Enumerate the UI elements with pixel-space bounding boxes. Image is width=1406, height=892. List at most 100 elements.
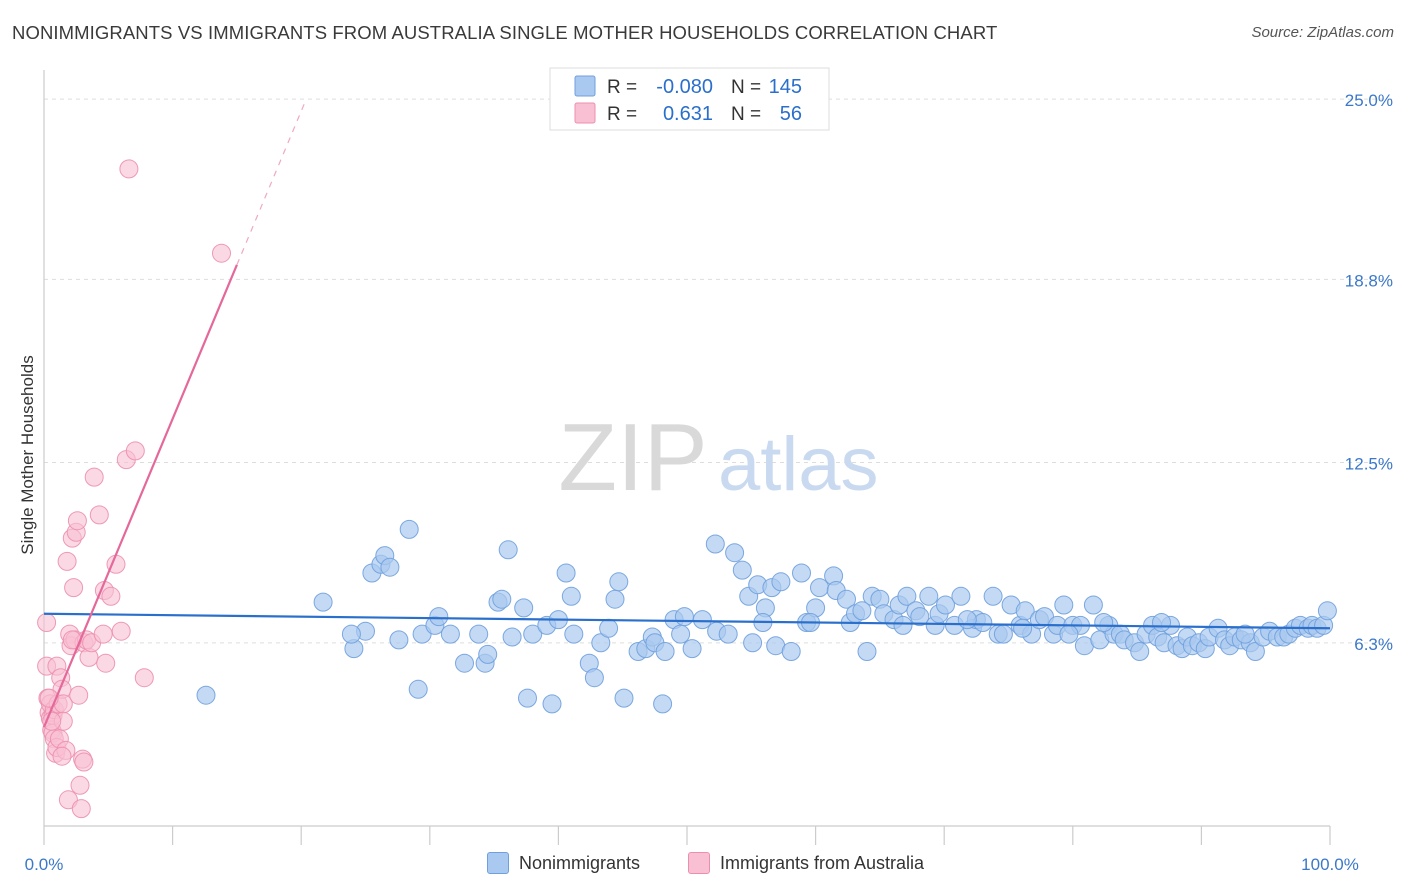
nonimmigrants-point [983, 586, 1003, 606]
nonimmigrants-point [440, 624, 460, 644]
y-tick-label: 6.3% [1354, 635, 1393, 654]
nonimmigrants-point [455, 653, 474, 673]
x-tick-label-min: 0.0% [25, 855, 64, 874]
nonimmigrants-point [893, 615, 913, 635]
nonimmigrants-point [674, 607, 694, 627]
trend-lines [42, 101, 1331, 728]
legend-n-label-pink: N = [731, 104, 761, 125]
y-tick-label: 25.0% [1345, 91, 1393, 110]
nonimmigrants-point [498, 540, 518, 560]
nonimmigrants-point [502, 627, 522, 647]
immigrants-point [89, 505, 109, 525]
legend-swatch-blue [574, 75, 596, 97]
nonimmigrants-point [781, 642, 801, 661]
legend-label-nonimmigrants: Nonimmigrants [519, 852, 641, 873]
immigrants-point [101, 586, 121, 606]
immigrants-point [70, 775, 90, 795]
nonimmigrants-point [478, 644, 498, 664]
nonimmigrants-point [732, 560, 752, 580]
watermark-zip: ZIP [558, 404, 707, 511]
legend-r-label-blue: R = [607, 77, 637, 98]
zipatlas-watermark: ZIP atlas [558, 404, 878, 511]
nonimmigrants-point [725, 543, 745, 563]
legend-swatch-pink [574, 102, 596, 124]
legend-item-immigrants-australia[interactable]: Immigrants from Australia [688, 852, 924, 874]
nonimmigrants-point [743, 633, 763, 653]
immigrants-point [69, 685, 89, 705]
nonimmigrants-point [771, 572, 791, 592]
nonimmigrants-point [313, 592, 333, 612]
nonimmigrants-point [492, 589, 512, 609]
nonimmigrants-point [671, 624, 691, 644]
immigrants-point [125, 441, 145, 461]
nonimmigrants-point [196, 685, 216, 705]
immigrants-trend-extension [236, 101, 306, 266]
nonimmigrants-point [692, 610, 712, 630]
immigrants-point [119, 159, 139, 179]
nonimmigrants-point [591, 633, 611, 653]
nonimmigrants-point [973, 613, 993, 632]
nonimmigrants-point [408, 679, 428, 699]
nonimmigrants-point [1013, 618, 1033, 638]
nonimmigrants-point [857, 642, 877, 661]
series-legend: Nonimmigrants Immigrants from Australia [0, 848, 1406, 882]
immigrants-point [84, 467, 104, 487]
nonimmigrants-point [993, 624, 1013, 644]
nonimmigrants-point [389, 630, 409, 650]
nonimmigrants-point [609, 572, 629, 592]
nonimmigrants-point [957, 610, 977, 630]
nonimmigrants-point [614, 688, 634, 708]
nonimmigrants-point [514, 598, 534, 618]
nonimmigrants-point [542, 694, 562, 714]
nonimmigrants-point [1094, 613, 1114, 632]
y-tick-label: 18.8% [1345, 271, 1393, 290]
nonimmigrants-point [718, 624, 738, 644]
legend-n-label-blue: N = [731, 77, 761, 98]
nonimmigrants-point [919, 586, 939, 606]
nonimmigrants-points [196, 519, 1337, 714]
nonimmigrants-point [1083, 595, 1103, 615]
immigrants-point [134, 668, 154, 688]
immigrants-point [64, 578, 84, 598]
immigrants-point [96, 653, 116, 673]
nonimmigrants-point [1054, 595, 1074, 615]
immigrants-point [93, 624, 113, 644]
legend-swatch-nonimmigrants [487, 852, 509, 874]
legend-r-value-pink: 0.631 [663, 103, 713, 125]
source-label: Source: ZipAtlas.com [1251, 24, 1394, 41]
nonimmigrants-point [561, 586, 581, 606]
x-tick-label-max: 100.0% [1301, 855, 1359, 874]
nonimmigrants-point [605, 589, 625, 609]
immigrants-point [74, 752, 94, 772]
nonimmigrants-point [341, 624, 361, 644]
nonimmigrants-point [380, 557, 400, 577]
grid-lines [44, 98, 1392, 644]
legend-r-label-pink: R = [607, 104, 637, 125]
nonimmigrants-point [1059, 624, 1079, 644]
axes [43, 70, 1331, 845]
nonimmigrants-point [429, 607, 449, 627]
nonimmigrants-point [599, 618, 619, 638]
tick-labels: 6.3% 12.5% 18.8% 25.0% 0.0% 100.0% [25, 91, 1393, 874]
nonimmigrants-point [910, 607, 930, 627]
immigrants-point [52, 746, 72, 766]
immigrants-point [212, 243, 231, 263]
nonimmigrants-point [705, 534, 725, 554]
nonimmigrants-point [1152, 613, 1171, 632]
immigrants-point [67, 511, 87, 531]
legend-item-nonimmigrants[interactable]: Nonimmigrants [487, 852, 640, 874]
immigrants-point [57, 551, 77, 571]
watermark-atlas: atlas [718, 422, 879, 507]
legend-box [549, 67, 830, 131]
legend-swatch-immigrants-australia [688, 852, 710, 874]
nonimmigrants-point [897, 586, 917, 606]
nonimmigrants-point [792, 563, 811, 583]
correlation-legend: R = -0.080 N = 145 R = 0.631 N = 56 [549, 67, 830, 131]
nonimmigrants-point [584, 668, 604, 688]
nonimmigrants-point [469, 624, 489, 644]
nonimmigrants-point [1317, 601, 1337, 621]
immigrants-points [37, 159, 231, 819]
immigrants-point [71, 799, 91, 819]
nonimmigrants-point [564, 624, 584, 644]
